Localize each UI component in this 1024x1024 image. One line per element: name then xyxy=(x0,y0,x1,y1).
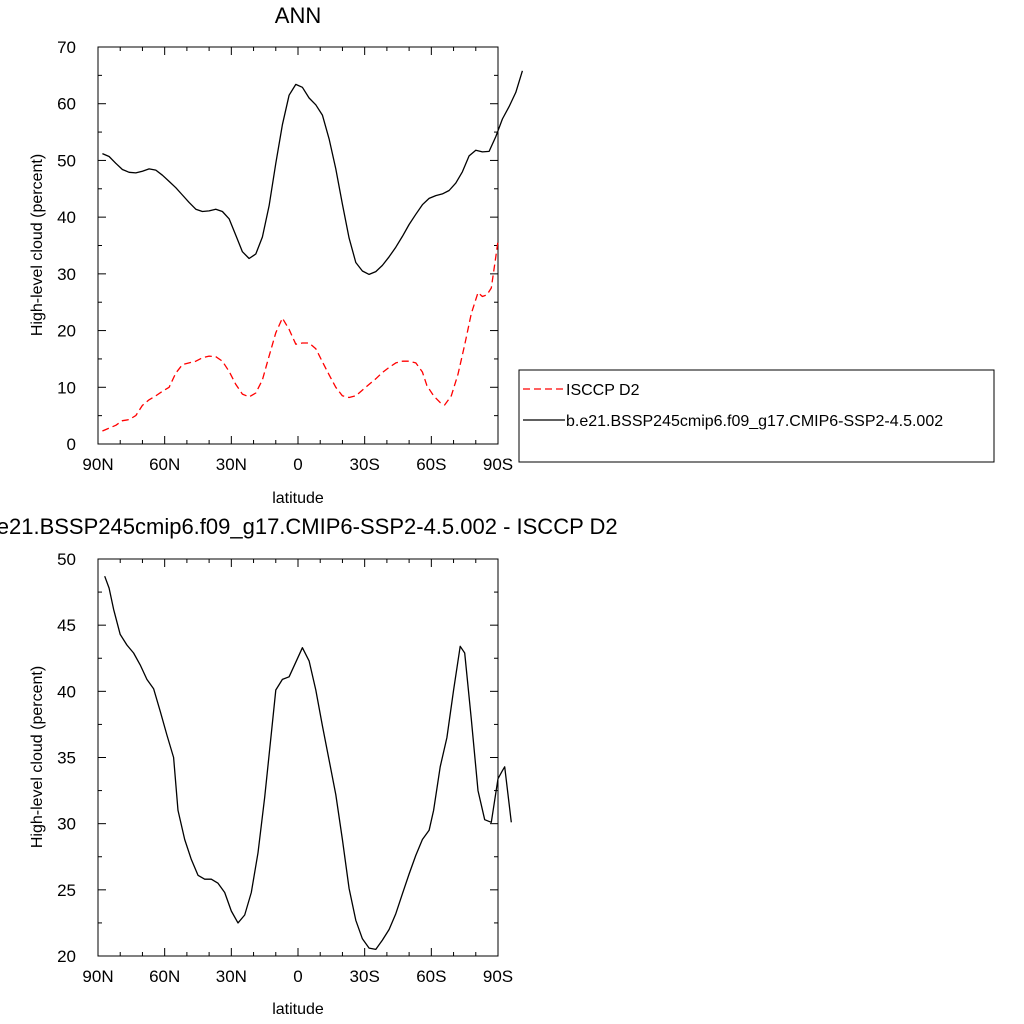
x-tick-label: 0 xyxy=(293,967,302,986)
legend-box xyxy=(518,369,995,463)
x-tick-label: 90N xyxy=(82,967,113,986)
y-tick-label: 70 xyxy=(57,38,76,57)
y-tick-label: 25 xyxy=(57,881,76,900)
series-line-0 xyxy=(102,240,499,432)
y-tick-label: 20 xyxy=(57,322,76,341)
chart-title: b.e21.BSSP245cmip6.f09_g17.CMIP6-SSP2-4.… xyxy=(0,514,618,539)
y-tick-label: 0 xyxy=(67,435,76,454)
axis-ticks: 90N 60N 30N 0 30S 60S 90S 0 10 20 30 40 50 60 70 xyxy=(57,38,513,474)
y-tick-label: 10 xyxy=(57,378,76,397)
x-tick-label: 30N xyxy=(216,967,247,986)
legend-label-model: b.e21.BSSP245cmip6.f09_g17.CMIP6-SSP2-4.… xyxy=(566,413,943,430)
chart-difference: b.e21.BSSP245cmip6.f09_g17.CMIP6-SSP2-4.… xyxy=(0,514,618,1018)
legend-label-isccp: ISCCP D2 xyxy=(566,382,640,399)
series-line-1 xyxy=(102,70,524,276)
x-axis-label: latitude xyxy=(272,1001,324,1018)
series-layer xyxy=(104,575,512,951)
y-tick-label: 20 xyxy=(57,947,76,966)
y-tick-label: 30 xyxy=(57,815,76,834)
series-line-0 xyxy=(104,575,512,951)
chart-annual: ANN latitude High-level cloud (percent) … xyxy=(29,3,995,507)
x-tick-label: 60S xyxy=(416,455,446,474)
y-axis-label: High-level cloud (percent) xyxy=(29,666,46,848)
y-tick-label: 35 xyxy=(57,749,76,768)
series-layer xyxy=(102,70,524,432)
y-axis-label: High-level cloud (percent) xyxy=(29,154,46,336)
x-axis-label: latitude xyxy=(272,490,324,507)
x-tick-label: 90S xyxy=(483,967,513,986)
x-tick-label: 30S xyxy=(350,455,380,474)
y-tick-label: 40 xyxy=(57,682,76,701)
y-tick-label: 60 xyxy=(57,95,76,114)
plot-frame xyxy=(97,558,499,957)
chart-title: ANN xyxy=(275,3,321,28)
plot-area: 90N 60N 30N 0 30S 60S 90S 20 25 30 35 40 45 50 xyxy=(57,550,513,986)
x-tick-label: 60N xyxy=(149,455,180,474)
y-tick-label: 50 xyxy=(57,550,76,569)
x-tick-label: 60S xyxy=(416,967,446,986)
y-tick-label: 45 xyxy=(57,616,76,635)
x-tick-label: 30S xyxy=(350,967,380,986)
plot-area: 90N 60N 30N 0 30S 60S 90S 0 10 20 30 40 50 60 70 xyxy=(57,38,524,474)
y-tick-label: 30 xyxy=(57,265,76,284)
x-tick-label: 90N xyxy=(82,455,113,474)
legend: ISCCP D2 b.e21.BSSP245cmip6.f09_g17.CMIP… xyxy=(518,369,995,463)
x-tick-label: 30N xyxy=(216,455,247,474)
x-tick-label: 90S xyxy=(483,455,513,474)
y-tick-label: 40 xyxy=(57,208,76,227)
axis-ticks: 90N 60N 30N 0 30S 60S 90S 20 25 30 35 40 45 50 xyxy=(57,550,513,986)
y-tick-label: 50 xyxy=(57,151,76,170)
x-tick-label: 60N xyxy=(149,967,180,986)
plot-frame xyxy=(97,46,499,445)
x-tick-label: 0 xyxy=(293,455,302,474)
